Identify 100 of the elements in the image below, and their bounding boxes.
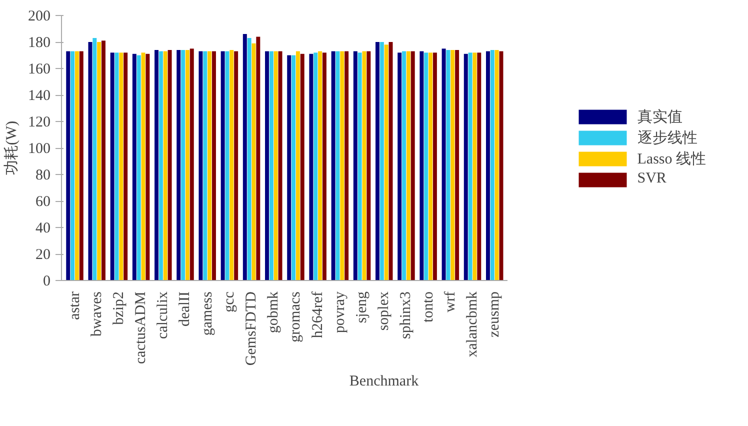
bar xyxy=(146,54,150,280)
bar xyxy=(490,50,494,280)
bar xyxy=(176,50,181,280)
x-tick-label: calculix xyxy=(155,291,172,339)
bar xyxy=(362,51,366,280)
x-tick-label: povray xyxy=(332,291,348,334)
bar xyxy=(242,34,247,280)
bar xyxy=(208,51,212,280)
bar xyxy=(331,51,336,280)
bar xyxy=(198,51,203,280)
bar xyxy=(353,51,358,280)
x-tick-label: astar xyxy=(66,291,83,320)
x-tick-label: gromacs xyxy=(288,291,304,342)
bar xyxy=(190,48,194,280)
bar xyxy=(446,50,450,280)
bar xyxy=(74,51,79,280)
bar xyxy=(101,40,106,280)
bar xyxy=(344,51,349,280)
bar xyxy=(70,51,75,280)
x-tick-label: gamess xyxy=(199,291,216,336)
x-tick-label: xalancbmk xyxy=(464,291,481,358)
bar xyxy=(366,51,371,280)
y-tick-label: 160 xyxy=(28,62,50,78)
bar xyxy=(181,50,186,280)
x-tick-label: gobmk xyxy=(266,291,282,334)
bar xyxy=(274,51,278,280)
bar xyxy=(450,50,455,280)
bar xyxy=(340,51,344,280)
y-tick-label: 0 xyxy=(43,274,50,290)
bar xyxy=(424,52,428,280)
bar xyxy=(402,51,406,280)
x-tick-label: bwaves xyxy=(88,291,105,336)
bar xyxy=(66,51,70,280)
bar xyxy=(287,55,292,280)
bar xyxy=(158,51,163,280)
x-tick-label: cactusADM xyxy=(133,291,150,364)
bar xyxy=(234,51,238,280)
bar xyxy=(380,42,384,280)
bar xyxy=(132,54,136,280)
y-tick-label: 100 xyxy=(28,141,50,157)
bar xyxy=(442,48,446,280)
x-tick-label: sphinx3 xyxy=(398,291,414,340)
legend-label: Lasso 线性 xyxy=(637,150,706,168)
x-tick-label: tonto xyxy=(420,291,436,322)
bar xyxy=(420,51,424,280)
bar xyxy=(322,52,326,280)
bar xyxy=(256,36,260,280)
y-tick-label: 200 xyxy=(28,8,50,24)
x-tick-label: bzip2 xyxy=(110,291,127,325)
bar xyxy=(432,52,437,280)
y-tick-label: 40 xyxy=(36,220,50,236)
bar xyxy=(300,54,304,280)
y-tick-label: 140 xyxy=(28,88,50,104)
bar xyxy=(477,52,482,280)
bar xyxy=(314,52,318,280)
y-tick-label: 60 xyxy=(36,194,50,210)
bar xyxy=(124,52,128,280)
y-tick-label: 120 xyxy=(28,114,50,130)
y-tick-label: 80 xyxy=(36,168,50,184)
legend-label: 逐步线性 xyxy=(637,129,698,147)
x-tick-label: dealII xyxy=(177,291,194,326)
bar xyxy=(154,50,159,280)
bar xyxy=(398,52,402,280)
bar xyxy=(97,42,102,280)
bar xyxy=(336,51,340,280)
bar xyxy=(472,52,477,280)
bar xyxy=(428,52,433,280)
bar xyxy=(410,51,415,280)
bar xyxy=(358,52,362,280)
x-tick-label: sjeng xyxy=(354,291,370,324)
bar xyxy=(88,42,92,280)
x-tick-label: wrf xyxy=(442,291,458,312)
bar xyxy=(212,51,216,280)
bar xyxy=(384,44,388,280)
bar xyxy=(269,51,274,280)
y-tick-label: 180 xyxy=(28,35,50,51)
x-tick-label: zeusmp xyxy=(486,291,503,338)
x-axis-title: Benchmark xyxy=(349,374,420,390)
legend-label: 真实值 xyxy=(637,108,682,126)
bar xyxy=(376,42,380,280)
bar xyxy=(220,51,225,280)
y-tick-label: 20 xyxy=(36,247,50,263)
bar xyxy=(110,52,114,280)
bar xyxy=(265,51,269,280)
bar xyxy=(168,50,172,280)
bar xyxy=(230,50,234,280)
bar xyxy=(464,54,468,280)
bar xyxy=(247,38,252,280)
bar xyxy=(163,51,168,280)
legend-label: SVR xyxy=(637,170,666,188)
bar xyxy=(185,50,190,280)
bar xyxy=(92,38,97,280)
bar xyxy=(119,52,124,280)
bar xyxy=(318,51,322,280)
y-axis-title: 功耗(W) xyxy=(3,120,20,176)
bar xyxy=(455,50,460,280)
bar xyxy=(225,51,230,280)
bar xyxy=(292,55,296,280)
bar xyxy=(406,51,410,280)
bar xyxy=(494,50,499,280)
